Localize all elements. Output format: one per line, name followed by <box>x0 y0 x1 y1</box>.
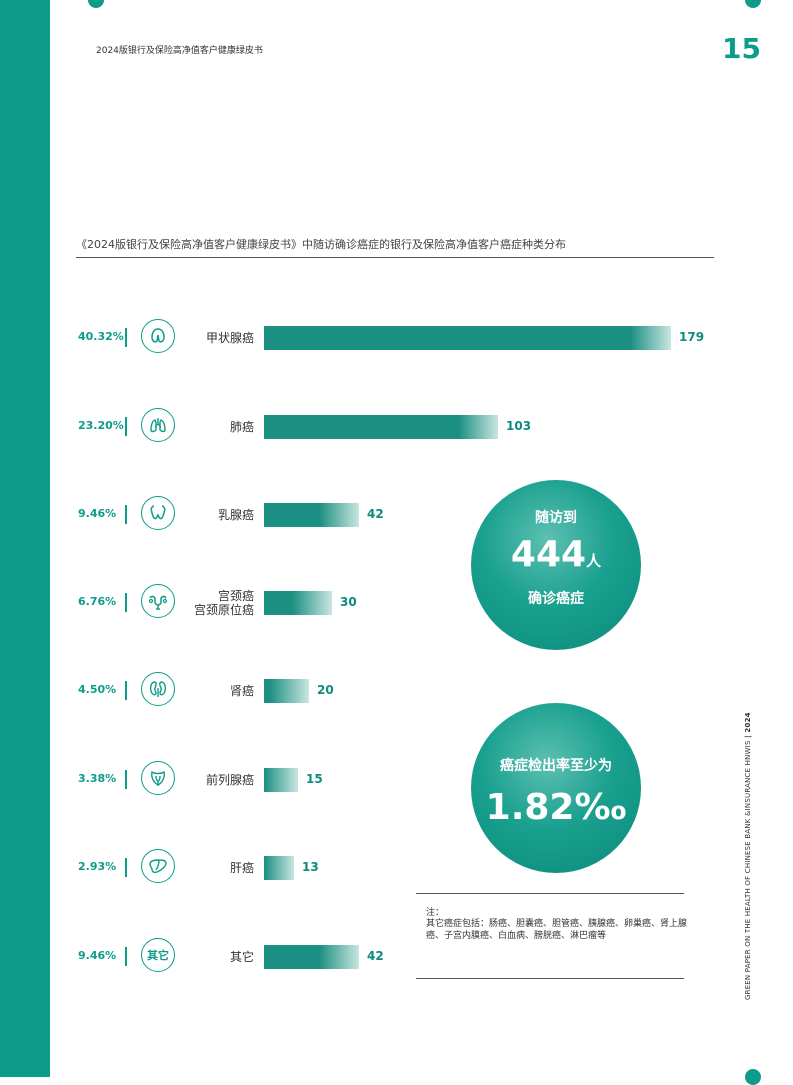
bar-value-label: 179 <box>679 330 705 344</box>
separator-bar <box>125 858 127 877</box>
category-label: 其它 <box>229 950 254 964</box>
vertical-side-text: GREEN PAPER ON THE HEALTH OF CHINESE BAN… <box>744 712 752 1000</box>
top-right-dot <box>745 0 761 8</box>
chart-row: 2.93% 肝癌 13 <box>0 845 793 891</box>
bar-value-label: 20 <box>317 683 334 697</box>
detection-rate-label: 癌症检出率至少为 <box>500 758 612 774</box>
bar <box>264 768 298 792</box>
bar <box>264 326 671 350</box>
separator-bar <box>125 593 127 612</box>
chart-row: 6.76% 宫颈癌 宫颈原位癌 30 <box>0 580 793 626</box>
chart-row: 23.20% 肺癌 103 <box>0 404 793 450</box>
lungs-icon <box>141 408 175 442</box>
note-body: 其它癌症包括：肠癌、胆囊癌、胆管癌、胰腺癌、卵巢癌、肾上腺癌、子宫内膜癌、白血病… <box>426 919 688 941</box>
followup-top-label: 随访到 <box>535 510 577 526</box>
percentage-label: 4.50% <box>78 683 117 696</box>
category-label: 宫颈癌 宫颈原位癌 <box>193 589 254 617</box>
note-heading: 注： <box>426 908 445 918</box>
bar-value-label: 13 <box>302 860 319 874</box>
bottom-right-dot <box>745 1069 761 1085</box>
bar <box>264 591 332 615</box>
chart-row: 4.50% 肾癌 20 <box>0 668 793 714</box>
bar <box>264 856 294 880</box>
followup-circle: 随访到 444人 确诊癌症 <box>471 480 641 650</box>
bar <box>264 945 359 969</box>
followup-bottom-label: 确诊癌症 <box>528 591 584 607</box>
side-text-main: GREEN PAPER ON THE HEALTH OF CHINESE BAN… <box>744 740 752 1000</box>
category-label: 肺癌 <box>229 420 254 434</box>
category-label: 肝癌 <box>229 861 254 875</box>
percentage-label: 23.20% <box>78 419 124 432</box>
percentage-label: 9.46% <box>78 949 117 962</box>
bar-value-label: 42 <box>367 507 384 521</box>
separator-bar <box>125 681 127 700</box>
followup-number: 444人 <box>510 534 602 575</box>
bar <box>264 679 309 703</box>
bar-value-label: 30 <box>340 595 357 609</box>
percentage-label: 9.46% <box>78 507 117 520</box>
followup-unit: 人 <box>586 552 602 570</box>
detection-rate-value: 1.82‰ <box>485 787 627 828</box>
document-title: 2024版银行及保险高净值客户健康绿皮书 <box>96 46 263 56</box>
separator-bar <box>125 328 127 347</box>
bar-value-label: 103 <box>506 419 532 433</box>
top-left-dot <box>88 0 104 8</box>
percentage-label: 40.32% <box>78 330 124 343</box>
title-divider <box>76 257 714 258</box>
chart-row: 40.32% 甲状腺癌 179 <box>0 315 793 361</box>
page-number: 15 <box>722 32 761 65</box>
chart-title: 《2024版银行及保险高净值客户健康绿皮书》中随访确诊癌症的银行及保险高净值客户… <box>76 238 566 251</box>
bar-value-label: 15 <box>306 772 323 786</box>
percentage-label: 6.76% <box>78 595 117 608</box>
detection-rate-circle: 癌症检出率至少为 1.82‰ <box>471 703 641 873</box>
category-label: 乳腺癌 <box>217 508 254 522</box>
percentage-label: 2.93% <box>78 860 117 873</box>
bar <box>264 503 359 527</box>
thyroid-icon <box>141 319 175 353</box>
chart-row: 9.46% 乳腺癌 42 <box>0 492 793 538</box>
separator-bar <box>125 770 127 789</box>
liver-icon <box>141 849 175 883</box>
other-icon: 其它 <box>141 938 175 972</box>
other-icon-text: 其它 <box>147 949 169 962</box>
kidney-icon <box>141 672 175 706</box>
uterus-icon <box>141 584 175 618</box>
side-text-year: | 2024 <box>744 712 752 738</box>
prostate-icon <box>141 761 175 795</box>
separator-bar <box>125 947 127 966</box>
percentage-label: 3.38% <box>78 772 117 785</box>
left-accent-stripe <box>0 0 50 1077</box>
separator-bar <box>125 505 127 524</box>
category-label: 前列腺癌 <box>205 773 254 787</box>
separator-bar <box>125 417 127 436</box>
bar <box>264 415 498 439</box>
bar-value-label: 42 <box>367 949 384 963</box>
chart-row: 9.46% 其它 其它 42 <box>0 934 793 980</box>
category-label: 甲状腺癌 <box>205 331 254 345</box>
note-box: 注： 其它癌症包括：肠癌、胆囊癌、胆管癌、胰腺癌、卵巢癌、肾上腺癌、子宫内膜癌、… <box>416 893 687 979</box>
category-label: 肾癌 <box>229 684 254 698</box>
chart-row: 3.38% 前列腺癌 15 <box>0 757 793 803</box>
breast-icon <box>141 496 175 530</box>
